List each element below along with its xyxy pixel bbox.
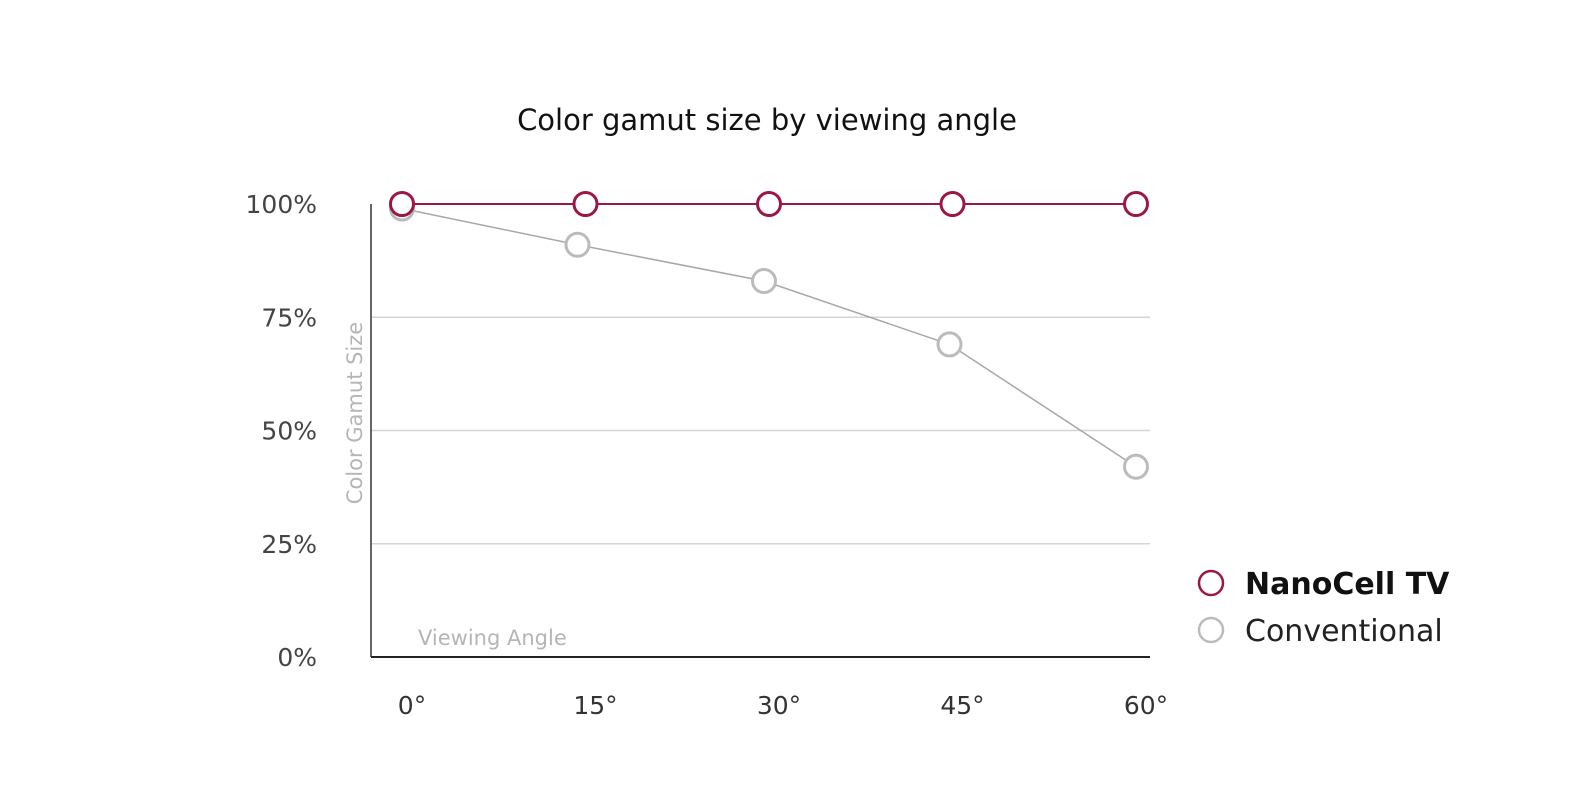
series-layer (389, 191, 1149, 480)
y-tick-label: 50% (261, 417, 317, 446)
data-point (751, 268, 777, 295)
y-tick-label: 75% (261, 303, 317, 332)
data-point (572, 191, 599, 217)
x-tick-label: 60° (1124, 691, 1168, 720)
data-point (564, 231, 591, 258)
data-point (936, 331, 963, 358)
x-tick-label: 0° (398, 691, 426, 720)
x-tick-labels: 0° 15° 30° 45° 60° (398, 691, 1168, 720)
y-tick-label: 100% (246, 190, 317, 219)
series-conventional (389, 195, 1149, 480)
legend-label-nanocell: NanoCell TV (1245, 567, 1450, 602)
axes (370, 204, 1150, 658)
x-tick-label: 15° (573, 691, 617, 720)
x-tick-label: 45° (940, 691, 984, 720)
y-tick-label: 0% (277, 643, 317, 672)
series-nanocell-tv (389, 191, 1149, 217)
data-point (939, 191, 966, 217)
x-tick-label: 30° (757, 691, 801, 720)
data-point (1123, 191, 1149, 217)
x-axis-label: Viewing Angle (418, 626, 567, 650)
data-point (1123, 453, 1149, 480)
data-point (756, 191, 782, 217)
y-axis-label: Color Gamut Size (343, 322, 367, 504)
legend: NanoCell TV Conventional (1197, 567, 1450, 649)
y-tick-label: 25% (261, 530, 317, 559)
y-tick-labels: 0% 25% 50% 75% 100% (246, 190, 317, 672)
series-line (401, 207, 1137, 468)
data-point (389, 191, 415, 217)
gridlines (371, 316, 1150, 545)
legend-marker-nanocell (1197, 569, 1225, 597)
legend-marker-conventional (1197, 616, 1225, 644)
legend-label-conventional: Conventional (1245, 614, 1443, 649)
chart-title: Color gamut size by viewing angle (517, 103, 1017, 137)
